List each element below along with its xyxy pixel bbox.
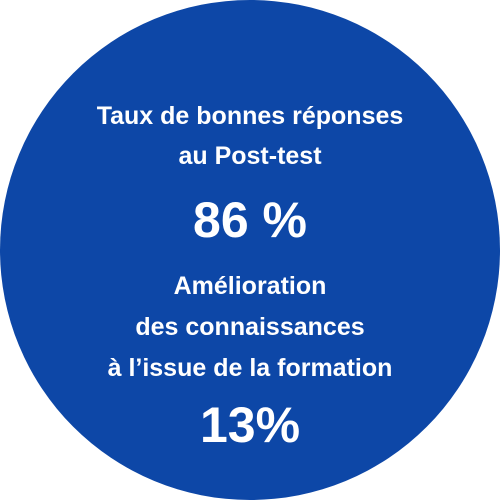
stat-1-label-line-2: au Post-test <box>178 142 322 170</box>
stat-1-value: 86 % <box>193 192 307 248</box>
stat-2-value: 13% <box>199 397 301 453</box>
stat-2-label-line-1: Amélioration <box>173 272 327 300</box>
stat-2-label-line-3: à l’issue de la formation <box>107 354 393 382</box>
stat-1-label-line-1: Taux de bonnes réponses <box>96 102 404 130</box>
stat-2-label-line-2: des connaissances <box>135 313 365 341</box>
